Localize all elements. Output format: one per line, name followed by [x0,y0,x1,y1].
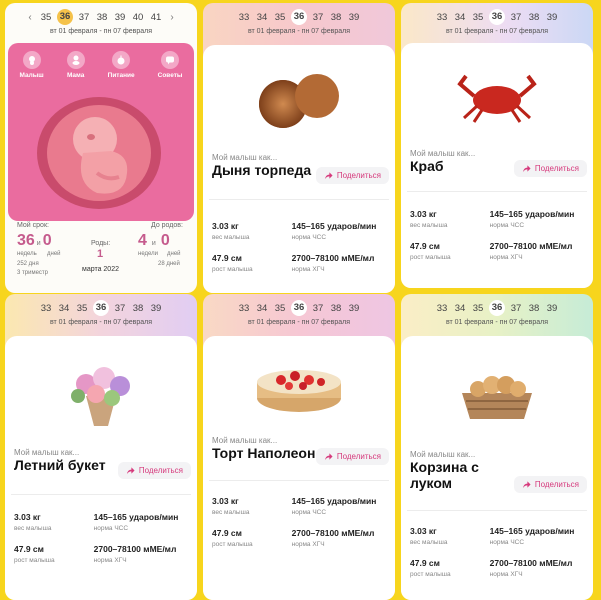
week-39[interactable]: 39 [114,11,126,23]
birth-label: Роды: [91,240,111,247]
term-label: Мой срок: [17,222,49,229]
item-image [5,336,197,448]
item-card-cake: 33 34 35 36 37 38 39 вт 01 февраля - пн … [203,294,395,600]
item-image [401,43,593,149]
share-icon [126,467,135,475]
baby-stats: 3.03 кг вес малыша 145–165 ударов/мин норм… [410,526,575,578]
item-title-line2: луком [410,475,453,491]
week-selector: 33 34 35 36 37 38 39 [401,3,593,25]
week-selector: 33 34 35 36 37 38 39 [203,3,395,25]
share-button[interactable]: Поделиться [315,448,389,465]
week-41[interactable]: 41 [150,11,162,23]
item-title: Дыня торпеда [212,162,312,178]
share-button[interactable]: Поделиться [117,462,191,479]
baby-stats: 3.03 кг вес малыша 145–165 ударов/мин норм… [410,209,575,261]
chat-icon [166,56,175,65]
apple-icon [117,55,125,65]
until-label: До родов: [151,222,183,229]
term-stats: Мой срок: 36 и 0 недель дней 252 дня 3 т… [17,222,183,276]
birth-month: марта 2022 [82,266,119,273]
term-weeks: 36 [17,232,35,249]
chevron-left-icon[interactable]: ‹ [28,11,32,23]
share-icon [324,172,333,180]
share-button[interactable]: Поделиться [513,476,587,493]
date-range: вт 01 февраля - пн 07 февраля [49,28,153,35]
pregnancy-card: ‹ 35 36 37 38 39 40 41 › вт 01 февраля -… [5,3,197,293]
week-37[interactable]: 37 [78,11,90,23]
baby-icon [28,56,35,65]
tab-nutrition[interactable]: Питание [108,51,135,79]
item-image [203,336,395,436]
fetus-illustration [37,97,161,209]
week-38[interactable]: 38 [96,11,108,23]
term-days: 0 [42,232,52,249]
share-icon [324,453,333,461]
item-card-melon: 33 34 35 36 37 38 39 вт 01 февраля - пн … [203,3,395,293]
week-35[interactable]: 35 [40,11,52,23]
week-selector: ‹ 35 36 37 38 39 40 41 › [5,3,197,25]
item-title: Краб [410,158,444,174]
share-button[interactable]: Поделиться [315,167,389,184]
mom-icon [72,55,80,65]
item-card-bouquet: 33 34 35 36 37 38 39 вт 01 февраля - пн … [5,294,197,600]
item-title: Торт Наполеон [212,445,316,461]
week-selector: 33 34 35 36 37 38 39 [401,294,593,316]
item-image [203,45,395,153]
week-selector: 33 34 35 36 37 38 39 [203,294,395,316]
birth-day: 1 [97,248,104,260]
item-title-line1: Корзина с [410,459,479,475]
item-title: Летний букет [14,457,106,473]
baby-panel: Малыш Мама Питание Советы [8,43,194,221]
tab-baby[interactable]: Малыш [19,51,44,79]
item-image [401,336,593,450]
week-40[interactable]: 40 [132,11,144,23]
item-card-onions: 33 34 35 36 37 38 39 вт 01 февраля - пн … [401,294,593,600]
tab-tips[interactable]: Советы [158,51,182,79]
share-button[interactable]: Поделиться [513,160,587,177]
tab-mom[interactable]: Мама [66,51,85,79]
week-current[interactable]: 36 [291,9,307,25]
week-selector: 33 34 35 36 37 38 39 [5,294,197,316]
week-current[interactable]: 36 [57,9,73,25]
item-card-crab: 33 34 35 36 37 38 39 вт 01 февраля - пн … [401,3,593,288]
baby-stats: 3.03 кг вес малыша 145–165 ударов/мин норм… [14,512,179,564]
baby-stats: 3.03 кг вес малыша 145–165 ударов/мин норм… [212,221,377,273]
baby-stats: 3.03 кг вес малыша 145–165 ударов/мин норм… [212,496,377,548]
chevron-right-icon[interactable]: › [170,11,174,23]
share-icon [522,165,531,173]
share-icon [522,481,531,489]
